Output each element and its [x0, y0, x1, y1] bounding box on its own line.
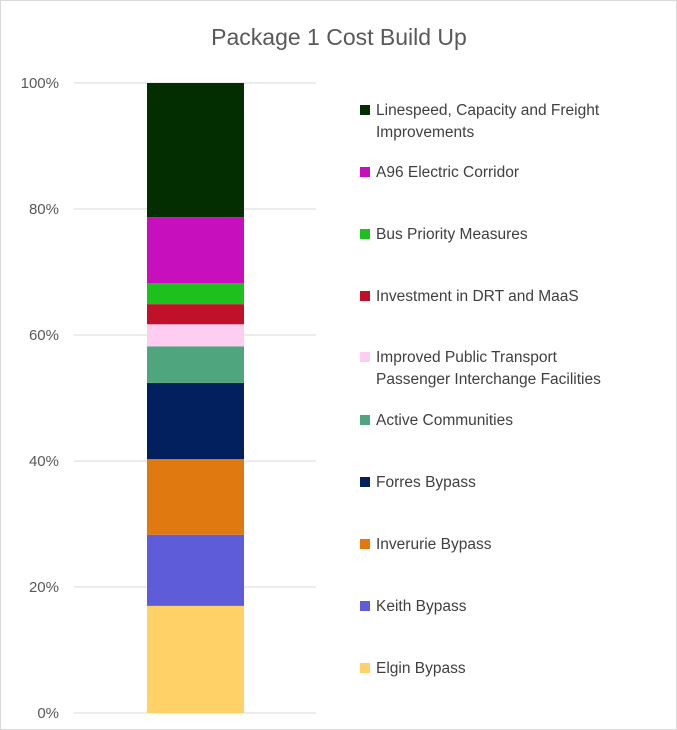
legend-swatch: [360, 291, 370, 301]
bar-segment: [147, 534, 244, 606]
legend-swatch: [360, 663, 370, 673]
legend-label: Inverurie Bypass: [376, 536, 492, 553]
legend-label: Keith Bypass: [376, 598, 467, 615]
legend-label: Improved Public Transport Passenger Inter…: [376, 349, 601, 388]
legend-label: Investment in DRT and MaaS: [376, 288, 579, 305]
bar-segment: [147, 346, 244, 383]
y-tick-label: 60%: [29, 327, 59, 344]
bar-segment: [147, 605, 244, 713]
bar-segment: [147, 382, 244, 460]
y-tick-label: 40%: [29, 453, 59, 470]
chart-title: Package 1 Cost Build Up: [211, 24, 467, 50]
y-tick-label: 20%: [29, 579, 59, 596]
stacked-bar: [147, 83, 244, 713]
legend-label: A96 Electric Corridor: [376, 164, 519, 181]
bar-segment: [147, 324, 244, 347]
legend: Elgin Bypass Keith Bypass Inverurie Bypass…: [360, 102, 601, 677]
bar-segment: [147, 217, 244, 284]
legend-label: Linespeed, Capacity and Freight Improveme…: [376, 102, 600, 141]
legend-swatch: [360, 415, 370, 425]
bar-segment: [147, 283, 244, 305]
legend-label: Active Communities: [376, 412, 513, 429]
y-tick-label: 80%: [29, 201, 59, 218]
legend-swatch: [360, 352, 370, 362]
y-tick-label: 100%: [21, 75, 59, 92]
legend-swatch: [360, 167, 370, 177]
y-tick-label: 0%: [37, 705, 59, 722]
bar-segment: [147, 304, 244, 325]
legend-swatch: [360, 229, 370, 239]
legend-label: Bus Priority Measures: [376, 226, 528, 243]
legend-swatch: [360, 539, 370, 549]
legend-swatch: [360, 105, 370, 115]
bar-segment: [147, 459, 244, 535]
bar-segment: [147, 83, 244, 218]
legend-swatch: [360, 601, 370, 611]
legend-label: Elgin Bypass: [376, 660, 466, 677]
y-axis: 0% 20% 40% 60% 80% 100%: [21, 75, 59, 722]
legend-swatch: [360, 477, 370, 487]
legend-label: Forres Bypass: [376, 474, 476, 491]
